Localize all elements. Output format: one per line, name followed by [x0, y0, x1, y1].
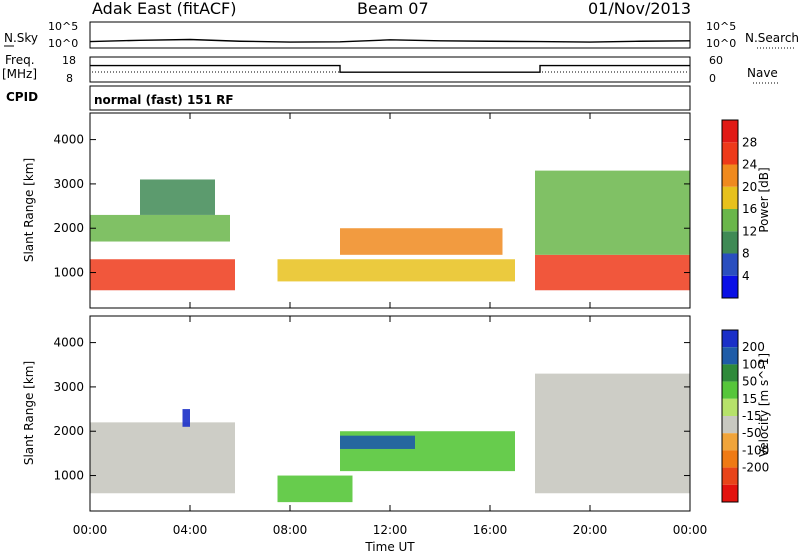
freq-tick-top: 18 — [62, 54, 76, 67]
xtick-label-4: 16:00 — [473, 523, 508, 537]
power-cbar-cell-6 — [722, 142, 738, 165]
velocity-cbar-cell-6 — [722, 433, 738, 451]
cpid-label: CPID — [6, 90, 38, 104]
velocity-cbar-cell-4 — [722, 398, 738, 416]
velocity-cbar-tick-5: -50 — [742, 426, 762, 440]
power-cbar-tick-5: 24 — [742, 158, 757, 172]
power-ytick-label-1: 2000 — [53, 221, 84, 235]
freq-label-2: [MHz] — [2, 67, 37, 81]
xtick-label-3: 12:00 — [373, 523, 408, 537]
power-cbar-tick-3: 16 — [742, 202, 757, 216]
velocity-region-2 — [277, 475, 353, 503]
velocity-ytick-label-3: 4000 — [53, 336, 84, 350]
power-cbar-tick-4: 20 — [742, 180, 757, 194]
velocity-cbar-tick-1: 100 — [742, 357, 765, 371]
velocity-ytick-label-0: 1000 — [53, 469, 84, 483]
power-cbar-cell-3 — [722, 209, 738, 232]
velocity-cbar-cell-3 — [722, 381, 738, 399]
power-region-0 — [90, 259, 235, 291]
power-region-2 — [140, 179, 215, 215]
velocity-cbar-cell-1 — [722, 347, 738, 365]
velocity-cbar-tick-2: 50 — [742, 375, 757, 389]
noise-tick-right-top: 10^5 — [706, 20, 736, 33]
freq-label-1: Freq. — [5, 53, 35, 67]
velocity-cbar-tick-4: -15 — [742, 409, 762, 423]
power-region-4 — [340, 228, 503, 255]
velocity-region-5 — [535, 373, 690, 494]
nave-tick-top: 60 — [709, 54, 723, 67]
power-cbar-tick-6: 28 — [742, 135, 757, 149]
nave-tick-bottom: 0 — [709, 72, 716, 85]
velocity-cbar-frame — [721, 329, 739, 503]
velocity-cbar-cell-9 — [722, 484, 738, 502]
velocity-ylabel: Slant Range [km] — [22, 361, 36, 465]
x-ticks: 00:00 04:00 08:00 12:00 16:00 20:00 00:00 — [73, 113, 708, 537]
velocity-cbar-cell-5 — [722, 416, 738, 434]
velocity-region-0 — [90, 422, 235, 494]
noise-tick-left-bottom: 10^0 — [48, 37, 78, 50]
power-ytick-label-3: 4000 — [53, 133, 84, 147]
velocity-region-4 — [340, 435, 415, 449]
noise-series-line — [89, 38, 691, 43]
freq-panel-frame — [89, 56, 691, 83]
power-cbar-frame — [721, 119, 739, 299]
power-cbar-cell-5 — [722, 164, 738, 187]
velocity-cbar-tick-3: 15 — [742, 392, 757, 406]
power-region-3 — [277, 259, 515, 282]
xtick-label-0: 00:00 — [73, 523, 108, 537]
velocity-colorbar: 200 100 50 15 -15 -50 -100 -200 — [721, 329, 769, 503]
velocity-cbar-tick-7: -200 — [742, 461, 769, 475]
xtick-label-5: 20:00 — [573, 523, 608, 537]
power-ytick-label-2: 3000 — [53, 177, 84, 191]
cpid-text: normal (fast) 151 RF — [94, 93, 234, 107]
velocity-cbar-cell-7 — [722, 450, 738, 468]
beam-title: Beam 07 — [357, 0, 429, 18]
power-region-5 — [535, 254, 690, 291]
velocity-cbar-cell-8 — [722, 467, 738, 485]
velocity-cbar-tick-0: 200 — [742, 340, 765, 354]
y-ticks: 1000 2000 3000 4000 1000 2000 3000 4000 — [53, 133, 690, 483]
power-cbar-tick-0: 4 — [742, 269, 750, 283]
freq-tick-bottom: 8 — [66, 72, 73, 85]
noise-tick-right-bottom: 10^0 — [706, 37, 736, 50]
power-cbar-cell-4 — [722, 186, 738, 209]
power-ylabel: Slant Range [km] — [22, 158, 36, 262]
power-regions — [90, 170, 690, 291]
nave-label: Nave — [747, 66, 778, 80]
nsearch-label: N.Search — [745, 31, 799, 45]
velocity-ytick-label-1: 2000 — [53, 424, 84, 438]
power-region-6 — [535, 170, 690, 255]
noise-tick-left-top: 10^5 — [48, 20, 78, 33]
xtick-label-6: 00:00 — [673, 523, 708, 537]
radar-title: Adak East (fitACF) — [92, 0, 236, 18]
cpid-panel-frame — [89, 85, 691, 111]
velocity-cbar-tick-6: -100 — [742, 443, 769, 457]
xtick-label-2: 08:00 — [273, 523, 308, 537]
power-cbar-cell-0 — [722, 275, 738, 298]
power-cbar-tick-1: 8 — [742, 247, 750, 261]
velocity-regions — [90, 373, 690, 503]
xtick-label-1: 04:00 — [173, 523, 208, 537]
velocity-region-1 — [182, 409, 190, 427]
date-title: 01/Nov/2013 — [588, 0, 691, 18]
power-colorbar: 4 8 12 16 20 24 28 — [721, 119, 757, 299]
noise-panel-frame — [89, 21, 691, 49]
freq-series-line — [90, 64, 690, 73]
power-cbar-tick-2: 12 — [742, 224, 757, 238]
power-cbar-cell-2 — [722, 231, 738, 254]
power-colorbar-label: Power [dB] — [757, 167, 771, 232]
x-axis-label: Time UT — [364, 540, 415, 554]
power-cbar-cell-1 — [722, 253, 738, 276]
velocity-ytick-label-2: 3000 — [53, 380, 84, 394]
power-ytick-label-0: 1000 — [53, 266, 84, 280]
nsky-label: N.Sky — [4, 31, 38, 45]
velocity-colorbar-label: Velocity [m s^-1] — [757, 353, 771, 457]
velocity-cbar-cell-0 — [722, 330, 738, 348]
power-cbar-cell-7 — [722, 120, 738, 143]
velocity-cbar-cell-2 — [722, 364, 738, 382]
power-region-1 — [90, 214, 230, 242]
